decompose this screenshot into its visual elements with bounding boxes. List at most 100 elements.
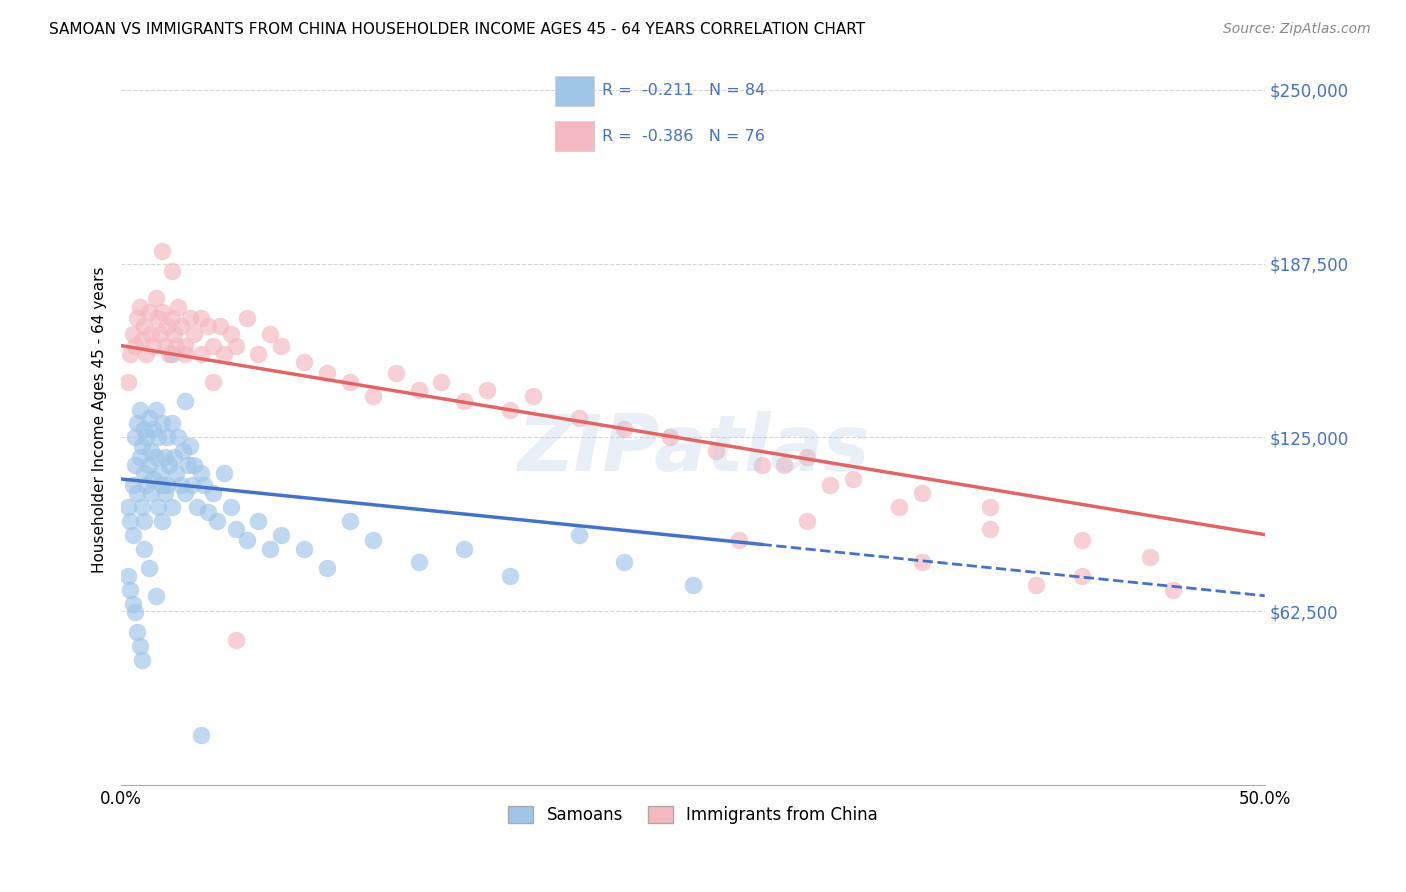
- Point: [132, 541, 155, 556]
- Point: [979, 500, 1001, 514]
- Point: [170, 477, 193, 491]
- Point: [150, 514, 173, 528]
- Point: [704, 444, 727, 458]
- Point: [613, 422, 636, 436]
- Point: [156, 477, 179, 491]
- Point: [186, 500, 208, 514]
- Point: [842, 472, 865, 486]
- Point: [613, 555, 636, 569]
- Point: [128, 402, 150, 417]
- Point: [139, 486, 162, 500]
- Point: [146, 500, 169, 514]
- Point: [127, 417, 149, 431]
- Point: [146, 430, 169, 444]
- Point: [153, 486, 176, 500]
- Point: [236, 533, 259, 548]
- Point: [176, 458, 198, 472]
- Point: [127, 486, 149, 500]
- Point: [499, 402, 522, 417]
- Point: [138, 458, 160, 472]
- Point: [135, 347, 157, 361]
- Point: [157, 347, 180, 361]
- Point: [499, 569, 522, 583]
- Point: [197, 319, 219, 334]
- Point: [193, 477, 215, 491]
- Point: [145, 589, 167, 603]
- Point: [201, 375, 224, 389]
- Point: [207, 514, 229, 528]
- Point: [139, 444, 162, 458]
- Point: [225, 338, 247, 352]
- Point: [127, 624, 149, 639]
- Point: [1070, 533, 1092, 548]
- Point: [361, 533, 384, 548]
- Point: [911, 486, 934, 500]
- Point: [174, 347, 197, 361]
- Point: [259, 541, 281, 556]
- Point: [120, 347, 142, 361]
- Point: [197, 505, 219, 519]
- Point: [247, 347, 270, 361]
- Point: [183, 458, 205, 472]
- Point: [292, 541, 315, 556]
- Point: [160, 347, 183, 361]
- Point: [179, 439, 201, 453]
- Point: [339, 375, 361, 389]
- Point: [219, 500, 242, 514]
- Point: [167, 430, 190, 444]
- Point: [1161, 583, 1184, 598]
- Point: [132, 319, 155, 334]
- Point: [139, 327, 162, 342]
- Point: [172, 444, 194, 458]
- Point: [124, 338, 146, 352]
- Point: [160, 500, 183, 514]
- Point: [163, 450, 186, 464]
- Point: [568, 410, 591, 425]
- Point: [408, 383, 430, 397]
- Point: [259, 327, 281, 342]
- Point: [339, 514, 361, 528]
- Point: [121, 527, 143, 541]
- Point: [128, 639, 150, 653]
- Point: [911, 555, 934, 569]
- Point: [117, 500, 139, 514]
- Point: [818, 477, 841, 491]
- Point: [292, 355, 315, 369]
- Point: [138, 305, 160, 319]
- Point: [131, 653, 153, 667]
- Point: [160, 263, 183, 277]
- Point: [170, 319, 193, 334]
- Point: [270, 527, 292, 541]
- Point: [160, 417, 183, 431]
- Point: [270, 338, 292, 352]
- Point: [659, 430, 682, 444]
- Point: [408, 555, 430, 569]
- Point: [150, 417, 173, 431]
- Point: [153, 338, 176, 352]
- Point: [156, 430, 179, 444]
- Point: [201, 338, 224, 352]
- Point: [751, 458, 773, 472]
- Point: [183, 327, 205, 342]
- Point: [146, 310, 169, 325]
- Point: [190, 310, 212, 325]
- Point: [475, 383, 498, 397]
- Point: [142, 338, 165, 352]
- Point: [131, 439, 153, 453]
- Point: [384, 367, 406, 381]
- Point: [190, 347, 212, 361]
- Point: [316, 561, 339, 575]
- Point: [150, 305, 173, 319]
- Point: [124, 458, 146, 472]
- Point: [124, 606, 146, 620]
- Point: [131, 500, 153, 514]
- Point: [225, 522, 247, 536]
- Point: [453, 394, 475, 409]
- Point: [150, 477, 173, 491]
- Point: [135, 477, 157, 491]
- Point: [453, 541, 475, 556]
- Point: [165, 467, 187, 481]
- Point: [120, 583, 142, 598]
- Point: [219, 327, 242, 342]
- Point: [773, 458, 796, 472]
